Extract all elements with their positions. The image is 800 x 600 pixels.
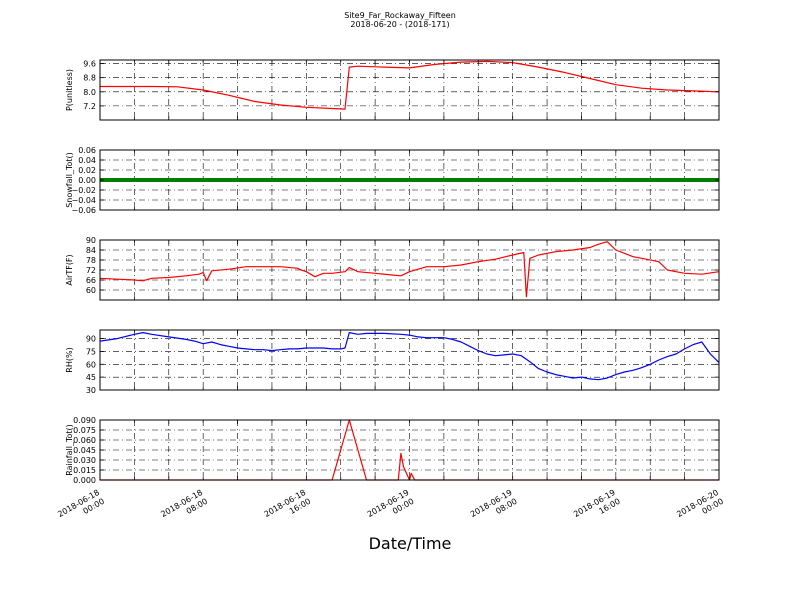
y-tick-label: 0.000 [73,476,96,485]
series-line-3 [99,332,720,381]
series-line-0 [100,60,720,110]
y-axis-label: P(unitless) [65,69,74,111]
y-axis-label: Snowfall_Tot() [65,152,74,208]
y-tick-label: 0.090 [73,416,96,425]
y-tick-label: 0.060 [73,436,96,445]
y-tick-label: 0.030 [73,456,96,465]
x-tick-label: 2018-06-1816:00 [263,488,313,528]
y-tick-label: −0.06 [71,206,96,215]
y-tick-label: −0.04 [71,196,96,205]
y-tick-label: 0.00 [78,176,96,185]
x-tick-label: 2018-06-2000:00 [675,488,725,528]
y-tick-label: 45 [86,373,96,382]
y-tick-label: 0.075 [73,426,96,435]
x-tick-label: 2018-06-1900:00 [366,488,416,528]
y-tick-label: −0.02 [71,186,96,195]
y-axis-label: Rainfall_Tot() [65,424,74,476]
x-tick-label: 2018-06-1916:00 [572,488,622,528]
y-axis-label: AirTF(F) [65,254,74,285]
series-line-2 [99,241,720,298]
y-tick-label: 7.2 [83,102,96,111]
x-axis-label: Date/Time [368,534,452,553]
y-tick-label: 60 [86,360,96,369]
y-tick-label: 60 [86,286,96,295]
y-axis-label: RH(%) [65,347,74,372]
chart-subtitle: 2018-06-20 - (2018-171) [350,20,450,29]
x-tick-label: 2018-06-1808:00 [159,488,209,528]
y-tick-label: 78 [86,256,96,265]
x-tick-label: 2018-06-1800:00 [56,488,106,528]
y-tick-label: 9.6 [83,60,96,69]
y-tick-label: 0.04 [78,156,96,165]
y-tick-label: 0.045 [73,446,96,455]
y-tick-label: 90 [86,335,96,344]
y-tick-label: 30 [86,386,96,395]
y-tick-label: 0.06 [78,146,96,155]
x-tick-label: 2018-06-1908:00 [469,488,519,528]
chart-title: Site9_Far_Rockaway_Fifteen [344,11,456,20]
y-tick-label: 75 [86,347,96,356]
y-tick-label: 90 [86,236,96,245]
y-tick-label: 72 [86,266,96,275]
y-tick-label: 66 [86,276,96,285]
y-tick-label: 8.8 [83,74,96,83]
y-tick-label: 0.02 [78,166,96,175]
y-tick-label: 8.0 [83,88,96,97]
y-tick-label: 0.015 [73,466,96,475]
y-tick-label: 84 [86,246,96,255]
